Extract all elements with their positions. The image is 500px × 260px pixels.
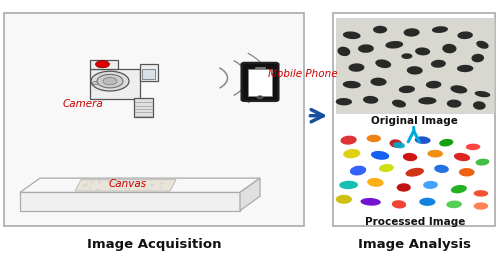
Ellipse shape: [459, 168, 474, 177]
Ellipse shape: [358, 44, 374, 53]
Bar: [142, 69, 155, 79]
Ellipse shape: [423, 181, 438, 189]
Ellipse shape: [404, 28, 419, 37]
Bar: [4, 13, 304, 226]
Ellipse shape: [414, 136, 430, 144]
Ellipse shape: [336, 98, 352, 105]
Ellipse shape: [466, 144, 480, 150]
Polygon shape: [240, 178, 260, 211]
Ellipse shape: [428, 150, 443, 158]
Circle shape: [91, 71, 129, 91]
Ellipse shape: [348, 63, 364, 72]
Ellipse shape: [386, 41, 403, 49]
Circle shape: [103, 77, 117, 85]
Ellipse shape: [340, 136, 356, 145]
Bar: [134, 98, 152, 117]
Ellipse shape: [407, 66, 422, 75]
Ellipse shape: [396, 183, 411, 192]
Text: Image Acquisition: Image Acquisition: [87, 238, 221, 251]
Ellipse shape: [350, 166, 366, 176]
Ellipse shape: [472, 54, 484, 62]
Bar: [90, 69, 140, 99]
Ellipse shape: [426, 81, 442, 88]
Ellipse shape: [451, 185, 467, 193]
Ellipse shape: [431, 60, 446, 68]
Bar: [336, 18, 494, 113]
Circle shape: [257, 95, 263, 99]
Ellipse shape: [474, 202, 488, 210]
Ellipse shape: [415, 47, 430, 55]
Ellipse shape: [432, 26, 448, 33]
Ellipse shape: [476, 159, 490, 166]
Ellipse shape: [454, 153, 470, 161]
Ellipse shape: [376, 59, 391, 68]
Polygon shape: [20, 178, 260, 192]
Ellipse shape: [370, 78, 386, 86]
Ellipse shape: [343, 31, 360, 39]
Circle shape: [97, 74, 123, 88]
Ellipse shape: [343, 149, 360, 158]
Ellipse shape: [474, 91, 490, 97]
Bar: [90, 60, 118, 69]
Ellipse shape: [379, 164, 394, 172]
Ellipse shape: [473, 101, 486, 110]
Text: Mobile Phone: Mobile Phone: [268, 69, 338, 79]
Text: Canvas: Canvas: [108, 179, 146, 188]
Ellipse shape: [367, 178, 384, 187]
Circle shape: [92, 82, 98, 85]
Bar: [140, 64, 158, 81]
Ellipse shape: [403, 153, 417, 161]
Ellipse shape: [392, 100, 406, 108]
Ellipse shape: [339, 181, 358, 189]
Ellipse shape: [457, 65, 473, 72]
Text: Original Image: Original Image: [372, 116, 458, 126]
Ellipse shape: [419, 198, 436, 206]
Ellipse shape: [336, 195, 352, 204]
Circle shape: [96, 61, 110, 68]
Ellipse shape: [371, 151, 390, 160]
Ellipse shape: [360, 198, 381, 206]
Ellipse shape: [399, 86, 415, 93]
Ellipse shape: [390, 139, 402, 148]
Ellipse shape: [476, 41, 488, 49]
Bar: [332, 13, 495, 226]
Polygon shape: [75, 180, 176, 191]
Ellipse shape: [434, 165, 449, 173]
Bar: [336, 130, 494, 214]
Ellipse shape: [458, 31, 473, 39]
Ellipse shape: [366, 135, 381, 142]
Ellipse shape: [338, 47, 350, 56]
Text: Image Analysis: Image Analysis: [358, 238, 470, 251]
Text: Camera: Camera: [62, 99, 103, 109]
Ellipse shape: [450, 85, 468, 94]
Ellipse shape: [373, 26, 387, 33]
Ellipse shape: [446, 200, 462, 208]
Ellipse shape: [342, 81, 361, 88]
Bar: [248, 69, 272, 96]
Ellipse shape: [363, 96, 378, 104]
Polygon shape: [20, 192, 240, 211]
Ellipse shape: [392, 200, 406, 209]
Ellipse shape: [418, 97, 436, 105]
FancyBboxPatch shape: [242, 63, 279, 101]
Ellipse shape: [439, 139, 454, 146]
Ellipse shape: [474, 190, 488, 197]
Ellipse shape: [447, 100, 462, 108]
Text: Processed Image: Processed Image: [364, 217, 465, 227]
Ellipse shape: [402, 53, 412, 59]
Ellipse shape: [393, 142, 405, 148]
Ellipse shape: [442, 44, 456, 53]
Ellipse shape: [406, 168, 424, 177]
